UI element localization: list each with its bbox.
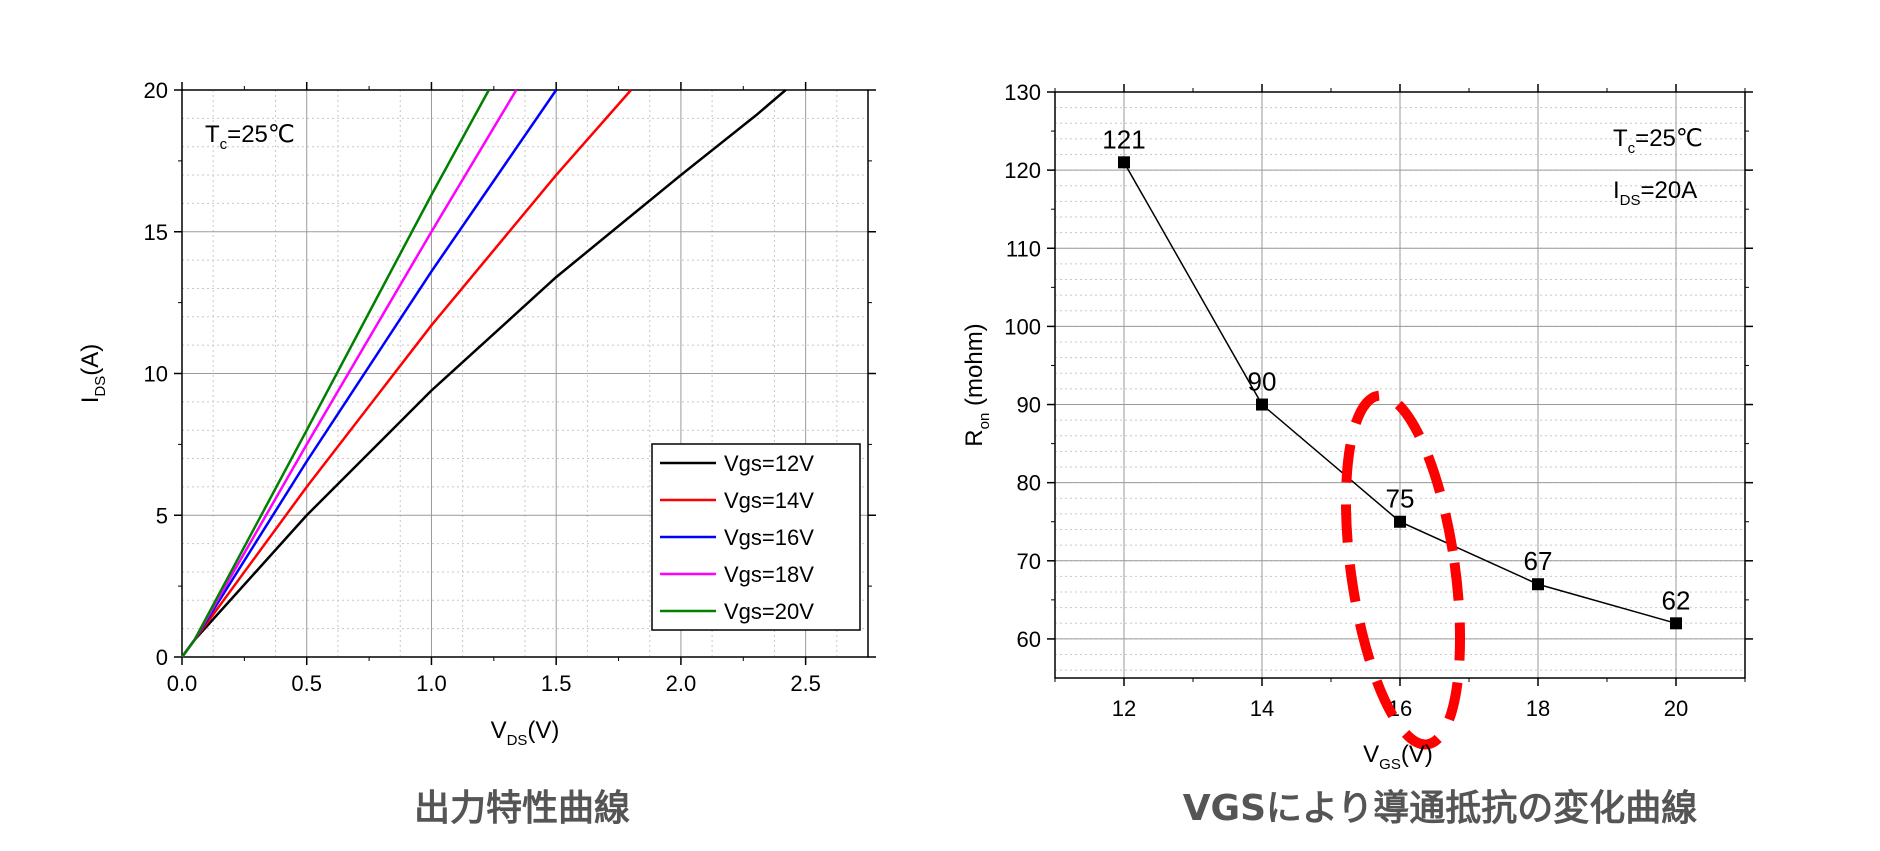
y-axis-label-main: R — [961, 429, 988, 446]
legend-label: Vgs=20V — [724, 599, 814, 624]
x-axis-label-rest: (V) — [1401, 741, 1433, 768]
x-axis-label: VDS(V) — [491, 717, 560, 749]
y-tick-label: 5 — [156, 503, 168, 528]
caption-right: VGSにより導通抵抗の変化曲線 — [1183, 787, 1698, 829]
y-tick-label: 10 — [144, 362, 168, 387]
y-tick-label: 0 — [156, 645, 168, 670]
x-axis-label-rest: (V) — [527, 717, 559, 744]
x-axis-label-main: V — [491, 717, 507, 744]
chart-ron-vs-vgs: 12 14 16 18 20607080901001101201301219075676… — [961, 80, 1753, 829]
series-line-Vgs=20V — [180, 89, 490, 658]
current-note-sub: DS — [1620, 192, 1641, 209]
temperature-note-rest: =25℃ — [227, 121, 295, 148]
y-tick-label: 130 — [1004, 80, 1041, 105]
caption-left: 出力特性曲線 — [414, 788, 630, 829]
y-tick-label: 70 — [1017, 549, 1041, 574]
y-tick-label: 20 — [144, 78, 168, 103]
temperature-note-sub: c — [220, 136, 228, 153]
chart-output-characteristics: 0.0 0.5 1.0 1.5 2.0 2.505101520Tc=25℃Vgs=12VV… — [77, 78, 876, 829]
x-axis-label-main: V — [1363, 741, 1379, 768]
y-axis-label-rest: (mohm) — [961, 323, 988, 412]
data-point — [1532, 578, 1544, 591]
y-axis-label-rest: (A) — [77, 344, 104, 376]
y-axis-label: IDS(A) — [77, 344, 109, 404]
x-tick-label: 12 — [1112, 696, 1136, 721]
y-axis-label-sub: on — [976, 413, 993, 430]
x-axis-label-sub: GS — [1379, 756, 1401, 773]
y-tick-label: 110 — [1006, 236, 1041, 261]
current-note-main: I — [1613, 177, 1620, 204]
data-label: 90 — [1248, 367, 1277, 397]
x-tick-label: 0.5 — [291, 671, 322, 696]
data-label: 67 — [1524, 546, 1553, 576]
x-tick-label: 1.5 — [541, 671, 572, 696]
highlight-ellipse — [1340, 390, 1466, 750]
data-point — [1118, 156, 1130, 169]
series-line-Vgs=12V — [180, 89, 787, 658]
temperature-note: Tc=25℃ — [1613, 125, 1703, 157]
data-point — [1394, 515, 1406, 528]
x-tick-label: 14 — [1250, 696, 1274, 721]
legend-label: Vgs=18V — [724, 562, 814, 587]
y-tick-label: 80 — [1017, 471, 1041, 496]
temperature-note-rest: =25℃ — [1635, 125, 1703, 152]
current-note-rest: =20A — [1641, 177, 1698, 204]
legend-label: Vgs=16V — [724, 525, 814, 550]
x-axis-label: VGS(V) — [1363, 741, 1433, 773]
y-tick-label: 120 — [1004, 158, 1041, 183]
x-tick-label: 1.0 — [416, 671, 447, 696]
y-tick-label: 100 — [1004, 314, 1041, 339]
temperature-note-sub: c — [1628, 140, 1636, 157]
y-tick-label: 60 — [1017, 627, 1041, 652]
temperature-note-main: T — [205, 121, 220, 148]
x-tick-label: 20 — [1664, 696, 1688, 721]
x-tick-label: 2.0 — [666, 671, 697, 696]
data-label: 62 — [1662, 585, 1691, 615]
legend-label: Vgs=14V — [724, 488, 814, 513]
x-tick-label: 18 — [1526, 696, 1550, 721]
y-axis-label: Ron (mohm) — [961, 323, 993, 446]
y-axis-label-sub: DS — [92, 376, 109, 397]
temperature-note: Tc=25℃ — [205, 121, 295, 153]
y-tick-label: 15 — [144, 220, 168, 245]
y-tick-label: 90 — [1017, 393, 1041, 418]
legend: Vgs=12V Vgs=14V Vgs=16V Vgs=18V Vgs=20V — [651, 443, 861, 631]
data-label: 75 — [1386, 484, 1415, 514]
y-axis-label-main: I — [77, 397, 104, 404]
data-label: 121 — [1102, 124, 1145, 154]
data-point — [1256, 398, 1268, 411]
x-tick-label: 0.0 — [167, 671, 198, 696]
data-point — [1670, 617, 1682, 630]
temperature-note-main: T — [1613, 125, 1628, 152]
legend-label: Vgs=12V — [724, 451, 814, 476]
x-tick-label: 2.5 — [790, 671, 821, 696]
current-note: IDS=20A — [1613, 177, 1697, 209]
x-axis-label-sub: DS — [507, 732, 528, 749]
